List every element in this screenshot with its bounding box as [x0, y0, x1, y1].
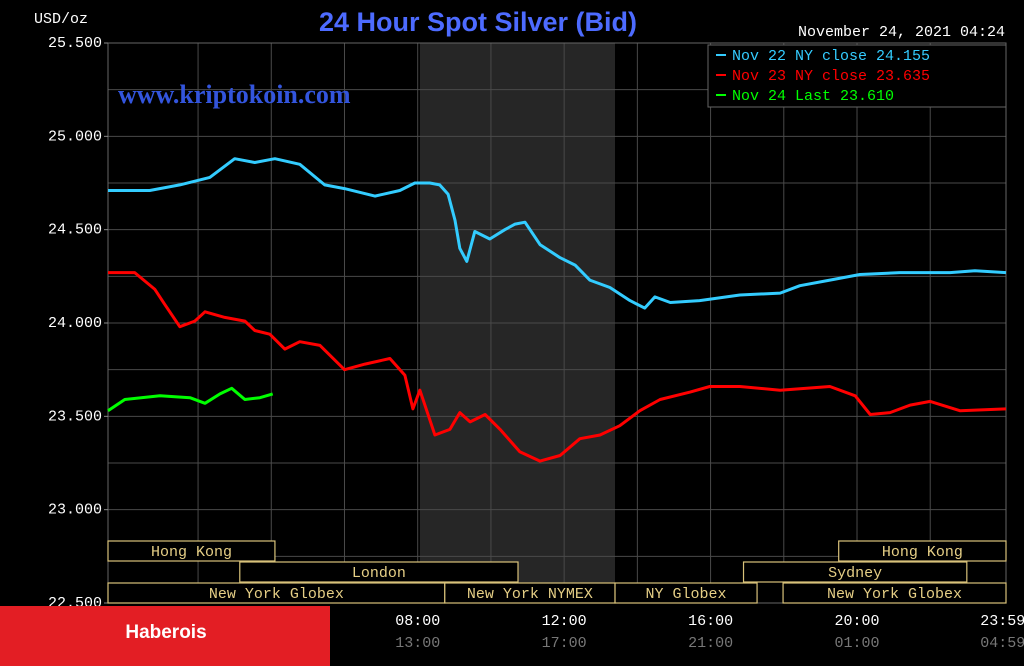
y-tick-label: 25.500	[48, 35, 102, 52]
session-label: Hong Kong	[151, 544, 232, 561]
session-label: Hong Kong	[882, 544, 963, 561]
y-tick-label: 24.000	[48, 315, 102, 332]
y-axis-label: USD/oz	[34, 11, 88, 28]
plot-area: 22.50023.00023.50024.00024.50025.00025.5…	[48, 35, 1007, 612]
session-box	[838, 540, 1007, 562]
footer-label: Haberois	[125, 622, 206, 643]
overlay: 08:00 12:00 16:00 20:00 23:59 13:00 17:00 21:00…	[0, 44, 1024, 666]
session-label: London	[352, 565, 406, 582]
x-tick-label-secondary: 01:00	[834, 635, 879, 652]
session-label: New York Globex	[827, 586, 962, 603]
session-label: NY Globex	[646, 586, 727, 603]
session-box	[239, 561, 519, 583]
series-line	[108, 157, 1007, 310]
x-tick-label-secondary: 04:59	[980, 635, 1024, 652]
y-tick-label: 24.500	[48, 222, 102, 239]
x-tick-label: 20:00	[834, 613, 879, 630]
timestamp: November 24, 2021 04:24	[798, 24, 1005, 41]
y-tick-label: 25.000	[48, 128, 102, 145]
session-box	[614, 582, 758, 604]
session-label: New York Globex	[209, 586, 344, 603]
session-box	[782, 582, 1007, 604]
footer-bar	[0, 606, 330, 666]
x-tick-label: 12:00	[542, 613, 587, 630]
y-tick-label: 23.500	[48, 408, 102, 425]
legend-label: Nov 22 NY close 24.155	[732, 48, 930, 65]
watermark: www.kriptokoin.com	[118, 80, 351, 109]
session-label: New York NYMEX	[467, 586, 593, 603]
x-tick-label: 16:00	[688, 613, 733, 630]
x-tick-label: 08:00	[395, 613, 440, 630]
series-line	[107, 386, 274, 412]
y-tick-label: 23.000	[48, 502, 102, 519]
session-box	[107, 540, 276, 562]
session-label: Sydney	[828, 565, 882, 582]
series-line	[108, 271, 1007, 463]
x-tick-label: 23:59	[980, 613, 1024, 630]
x-tick-label-secondary: 13:00	[395, 635, 440, 652]
x-tick-label-secondary: 17:00	[542, 635, 587, 652]
legend-box	[707, 44, 1007, 108]
legend-label: Nov 23 NY close 23.635	[732, 68, 930, 85]
legend-label: Nov 24 Last 23.610	[732, 88, 894, 105]
chart-title: 24 Hour Spot Silver (Bid)	[319, 7, 637, 37]
session-box	[742, 561, 968, 583]
x-tick-label-secondary: 21:00	[688, 635, 733, 652]
